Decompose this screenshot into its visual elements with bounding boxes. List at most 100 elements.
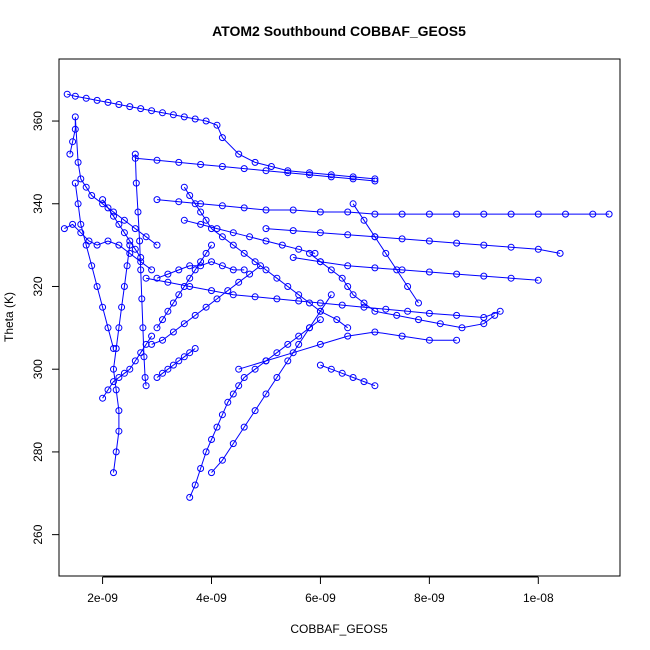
data-point (240, 374, 248, 381)
data-point (120, 283, 128, 290)
series-line (69, 116, 158, 246)
data-point (120, 216, 128, 224)
data-point (153, 196, 161, 204)
data-point (453, 311, 461, 319)
data-point (180, 113, 188, 121)
data-point (104, 324, 112, 332)
data-point (202, 216, 210, 224)
data-point (284, 357, 292, 365)
data-point (148, 340, 156, 348)
data-point (153, 241, 161, 249)
data-point (480, 210, 488, 218)
data-point (99, 394, 107, 402)
x-axis: 2e-09 4e-09 6e-09 8e-09 1e-08 (87, 576, 554, 605)
data-point (404, 283, 412, 290)
data-point (131, 245, 139, 253)
data-point (415, 316, 422, 324)
series-line (151, 265, 261, 345)
data-point (142, 274, 150, 282)
data-point (224, 287, 232, 295)
series-6 (99, 332, 156, 402)
data-point (349, 374, 357, 381)
series-line (74, 183, 114, 349)
data-point (534, 276, 542, 284)
data-point (235, 382, 243, 390)
data-point (208, 258, 215, 266)
series-23 (180, 216, 319, 257)
data-point (398, 266, 406, 274)
data-point (77, 220, 85, 228)
data-point (556, 249, 564, 257)
data-point (534, 210, 542, 218)
data-point (93, 283, 101, 290)
data-point (126, 365, 134, 373)
data-point (398, 210, 406, 218)
series-5 (110, 241, 134, 477)
data-point (110, 469, 117, 477)
data-point (169, 299, 177, 307)
data-point (131, 154, 139, 162)
data-point (235, 365, 243, 373)
series-16 (180, 183, 352, 332)
data-point (197, 161, 205, 168)
y-tick-label: 320 (31, 276, 45, 296)
data-point (197, 208, 205, 216)
data-point (115, 220, 123, 228)
series-line (64, 223, 152, 271)
y-axis-label: Theta (K) (2, 292, 16, 342)
data-point (496, 307, 504, 315)
data-point (295, 332, 303, 340)
data-point (480, 241, 488, 249)
data-point (344, 231, 352, 239)
data-point (371, 328, 379, 336)
data-point (159, 336, 166, 344)
y-tick-label: 260 (31, 524, 45, 544)
data-point (186, 262, 194, 270)
data-point (562, 210, 569, 218)
data-point (99, 303, 107, 311)
series-line (67, 93, 375, 180)
data-point (120, 229, 128, 237)
data-point (344, 332, 352, 340)
series-19 (99, 196, 145, 261)
data-point (148, 332, 156, 340)
data-point (295, 291, 303, 299)
data-point (208, 436, 215, 443)
data-point (273, 295, 281, 303)
data-point (202, 249, 210, 257)
data-point (246, 270, 254, 278)
data-point (453, 336, 461, 344)
data-point (169, 328, 177, 336)
y-tick-label: 340 (31, 193, 45, 213)
x-tick-label: 8e-09 (414, 591, 445, 605)
data-point (278, 241, 286, 249)
data-point (284, 169, 292, 177)
data-point (71, 179, 79, 187)
data-point (398, 332, 406, 340)
data-point (371, 210, 379, 218)
y-axis: 260 280 300 320 340 360 (31, 111, 60, 545)
data-point (262, 167, 270, 175)
data-point (316, 208, 324, 216)
data-point (82, 183, 90, 191)
data-point (311, 249, 319, 257)
data-point (306, 299, 313, 307)
series-4 (131, 154, 379, 185)
data-point (208, 287, 215, 295)
data-point (306, 169, 313, 177)
data-point (218, 262, 226, 270)
data-point (180, 320, 188, 328)
x-axis-label: COBBAF_GEOS5 (290, 622, 388, 636)
data-point (197, 465, 205, 472)
data-point (267, 163, 275, 170)
data-point (360, 216, 368, 224)
data-point (137, 349, 145, 357)
data-point (316, 361, 324, 369)
series-1 (66, 113, 161, 249)
data-point (134, 208, 142, 216)
data-point (218, 163, 226, 170)
data-point (202, 117, 210, 125)
data-point (534, 245, 542, 253)
data-point (93, 241, 101, 249)
data-point (69, 138, 77, 146)
